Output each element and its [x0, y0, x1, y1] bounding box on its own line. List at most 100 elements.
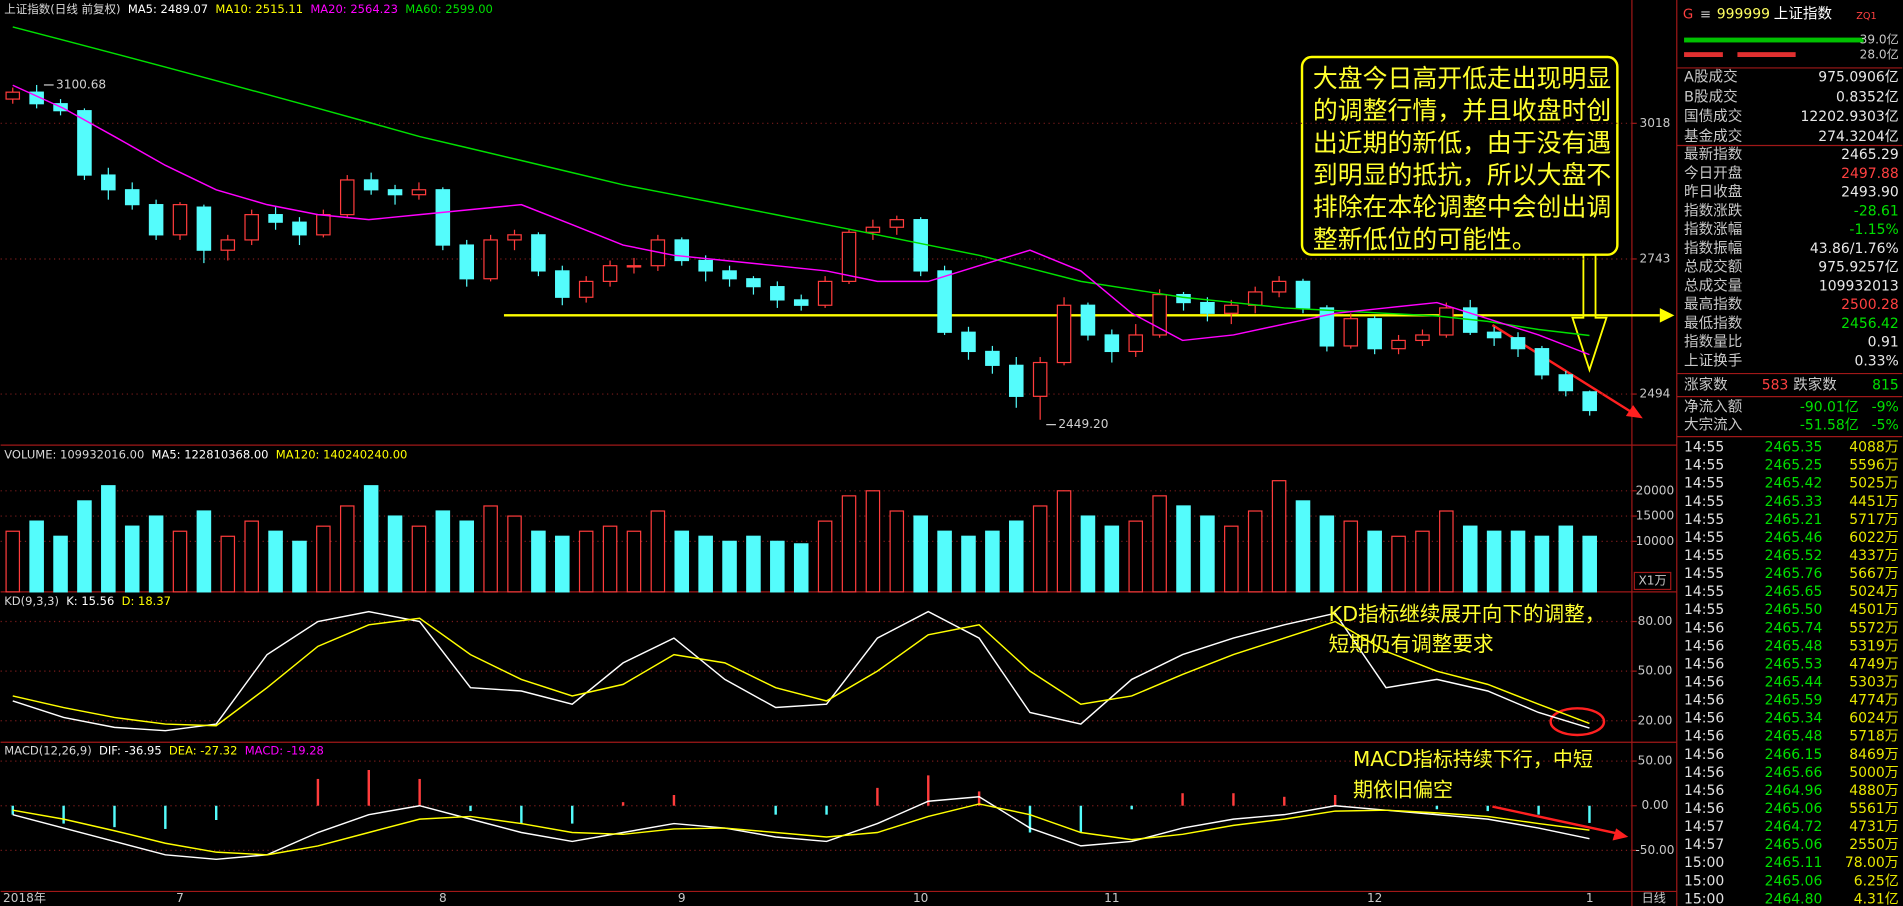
row-value: 2497.88	[1841, 166, 1899, 182]
tick-time: 14:57	[1684, 837, 1724, 853]
tick-time: 14:56	[1684, 783, 1724, 799]
row-label: 总成交量	[1684, 276, 1742, 294]
row-label: 指数振幅	[1684, 240, 1742, 257]
volume-bar	[985, 530, 1000, 593]
candle-body	[411, 189, 427, 196]
tick-volume: 5024万	[1849, 584, 1898, 600]
tick-time: 14:55	[1684, 476, 1724, 492]
tick-time: 14:56	[1684, 729, 1724, 745]
volume-bar	[626, 530, 642, 593]
tick-time: 14:56	[1684, 747, 1724, 763]
volume-bar	[5, 530, 21, 593]
volume-bar	[698, 535, 713, 593]
volume-bar	[1367, 530, 1382, 593]
y-tick-label: 50.00	[1638, 664, 1673, 678]
volume-bar	[29, 520, 44, 593]
pane-header: KD(9,3,3)	[4, 594, 59, 608]
tick-volume: 4088万	[1849, 440, 1898, 456]
tick-time: 14:55	[1684, 458, 1724, 474]
tick-price: 2464.72	[1765, 819, 1823, 835]
x-tick-label: 11	[1104, 891, 1119, 905]
row-label: 最高指数	[1684, 296, 1743, 313]
volume-bar	[1295, 500, 1311, 593]
note-text: KD指标继续展开向下的调整，	[1329, 602, 1606, 626]
candle-body	[793, 299, 809, 306]
volume-bar	[387, 515, 403, 593]
tick-volume: 5717万	[1849, 512, 1898, 528]
tick-volume: 6022万	[1849, 530, 1898, 546]
x-tick-label: 8	[439, 891, 447, 905]
candle-body	[1295, 280, 1311, 309]
tick-volume: 6.25亿	[1854, 873, 1899, 889]
candle-body	[1439, 307, 1454, 336]
tick-price: 2465.35	[1765, 440, 1823, 456]
tick-price: 2465.06	[1765, 801, 1823, 817]
row-label: 指数量比	[1684, 334, 1742, 351]
candle-body	[387, 189, 403, 196]
candle-body	[363, 179, 379, 191]
highlight-circle	[1549, 707, 1606, 737]
y-tick-label: 80.00	[1638, 614, 1673, 628]
flow-label: 净流入额	[1684, 399, 1743, 416]
volume-bar	[1391, 535, 1406, 593]
volume-bar	[1462, 525, 1478, 593]
indicator-line	[12, 617, 1590, 727]
candle-body	[1319, 307, 1335, 347]
volume-bar	[531, 530, 546, 593]
low-label: 2449.20	[1058, 417, 1108, 431]
flow-pct: -9%	[1872, 400, 1899, 416]
row-value: 274.3204亿	[1818, 129, 1899, 145]
volume-bar	[770, 540, 785, 593]
ma-line	[12, 84, 1590, 356]
row-value: 975.0906亿	[1818, 70, 1899, 86]
x-tick-label: 7	[176, 891, 184, 905]
row-label: 基金成交	[1684, 127, 1742, 145]
note-text: 短期仍有调整要求	[1329, 632, 1494, 656]
note-text: MACD指标持续下行，中短	[1353, 747, 1593, 771]
flow-label: 大宗流入	[1684, 417, 1743, 434]
pane-header: MA10: 2515.11	[215, 2, 303, 16]
candle-body	[101, 174, 116, 191]
tick-price: 2465.46	[1765, 530, 1823, 546]
volume-bar	[650, 510, 666, 593]
candle-body	[578, 280, 594, 298]
volume-bar	[1558, 525, 1574, 593]
y-tick-label: 0.00	[1641, 798, 1668, 812]
volume-bar	[889, 510, 905, 593]
volume-bar	[483, 505, 498, 593]
row-label: 国债成交	[1684, 107, 1742, 125]
x-tick-label: 12	[1367, 891, 1382, 905]
candle-body	[1080, 304, 1096, 336]
tick-time: 14:55	[1684, 512, 1724, 528]
tick-volume: 8469万	[1849, 747, 1898, 763]
candle-body	[698, 259, 713, 272]
candle-body	[1008, 364, 1024, 397]
candle-body	[316, 214, 331, 236]
tick-volume: 6024万	[1849, 711, 1898, 727]
volume-bar	[363, 485, 379, 593]
row-label: 指数涨跌	[1684, 202, 1743, 219]
candle-body	[1152, 293, 1167, 336]
y-tick-label: 20.00	[1638, 713, 1673, 727]
candle-body	[1582, 391, 1597, 412]
tick-volume: 78.00万	[1845, 855, 1899, 871]
tick-price: 2465.48	[1765, 638, 1823, 654]
candle-body	[292, 221, 307, 236]
candle-body	[1367, 318, 1382, 350]
arrow-head	[1659, 308, 1675, 323]
volume-bar	[1486, 530, 1502, 593]
tick-price: 2465.11	[1765, 855, 1823, 871]
volume-bar	[53, 535, 68, 593]
note-text: 到明显的抵抗，所以大盘不	[1313, 160, 1611, 189]
tick-time: 14:56	[1684, 656, 1724, 672]
volume-bar	[555, 535, 570, 593]
volume-bar	[1343, 520, 1359, 593]
candle-body	[5, 91, 21, 100]
volume-bar	[77, 500, 92, 593]
tick-volume: 5596万	[1849, 458, 1898, 474]
row-value: -28.61	[1854, 203, 1899, 219]
tick-price: 2465.59	[1765, 693, 1823, 709]
tick-price: 2465.44	[1765, 674, 1823, 690]
volume-bar	[1247, 510, 1263, 593]
